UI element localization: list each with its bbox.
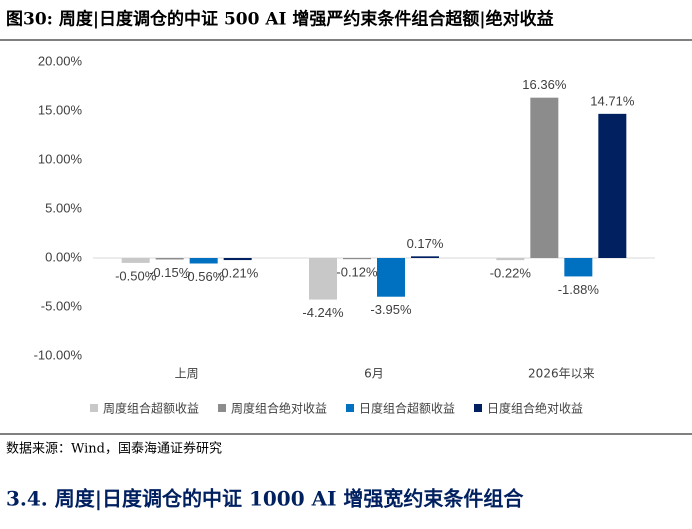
value-label: -1.88% <box>558 282 600 297</box>
y-tick-label: -10.00% <box>34 347 83 362</box>
value-label: 16.36% <box>522 77 567 92</box>
bar <box>530 97 559 258</box>
value-label: -0.12% <box>336 265 378 280</box>
x-tick-label: 2026年以来 <box>528 367 595 381</box>
legend-swatch <box>218 404 226 412</box>
legend-swatch <box>346 404 354 412</box>
y-tick-label: 0.00% <box>45 249 82 264</box>
chart: -10.00% -5.00% 0.00% 5.00% 10.00% 15.00% 20.00… <box>34 53 655 416</box>
value-label: 0.17% <box>407 236 444 251</box>
legend-label: 周度组合超额收益 <box>103 401 199 416</box>
legend-swatch <box>90 404 98 412</box>
value-label: -0.15% <box>149 265 191 280</box>
value-label: -0.22% <box>490 266 532 281</box>
section-heading: 3.4. 周度|日度调仓的中证 1000 AI 增强宽约束条件组合 <box>6 487 524 511</box>
bar <box>564 258 593 277</box>
value-label: 14.71% <box>590 93 635 108</box>
legend-label: 日度组合绝对收益 <box>487 401 583 416</box>
value-label: -0.56% <box>183 269 225 284</box>
figure-title: 图30: 周度|日度调仓的中证 500 AI 增强严约束条件组合超额|绝对收益 <box>6 9 554 30</box>
y-tick-label: -5.00% <box>41 298 83 313</box>
bar <box>309 258 337 300</box>
bar <box>598 113 627 258</box>
value-label: -3.95% <box>370 302 412 317</box>
y-tick-label: 5.00% <box>45 200 82 215</box>
legend-label: 日度组合超额收益 <box>359 401 455 416</box>
bar <box>411 256 439 258</box>
value-label: -0.21% <box>217 265 259 280</box>
legend-label: 周度组合绝对收益 <box>231 401 327 416</box>
bar <box>189 258 218 264</box>
value-label: -4.24% <box>302 305 344 320</box>
legend-swatch <box>474 404 482 412</box>
bar <box>343 258 371 260</box>
bar <box>121 258 150 263</box>
y-tick-label: 15.00% <box>38 102 83 117</box>
bar <box>496 258 525 261</box>
x-tick-label: 上周 <box>175 367 199 381</box>
y-tick-label: 10.00% <box>38 151 83 166</box>
value-label: -0.50% <box>115 268 157 283</box>
x-tick-label: 6月 <box>364 367 384 381</box>
source: 数据来源：Wind，国泰海通证券研究 <box>6 441 222 457</box>
bar <box>155 258 184 260</box>
bar <box>377 258 405 297</box>
y-tick-label: 20.00% <box>38 53 83 68</box>
bar <box>223 258 252 261</box>
